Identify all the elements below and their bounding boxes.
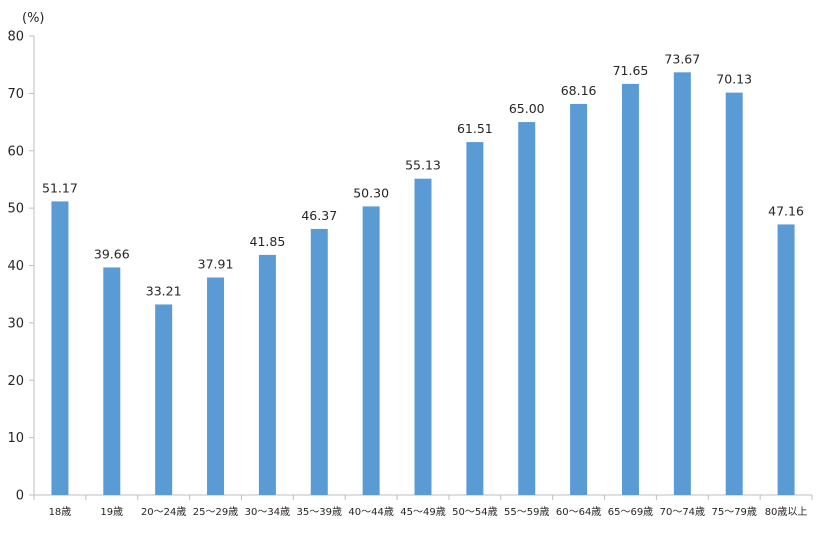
data-label: 68.16 — [561, 83, 597, 98]
data-label: 55.13 — [405, 158, 441, 173]
x-category-label: 20～24歳 — [141, 506, 186, 518]
data-label: 46.37 — [301, 208, 337, 223]
bar — [725, 92, 743, 496]
bar — [414, 178, 432, 495]
y-tick-label: 40 — [7, 259, 24, 274]
x-category-label: 35～39歳 — [297, 506, 342, 518]
bar — [570, 103, 588, 495]
y-tick-label: 70 — [7, 87, 24, 102]
bar — [310, 228, 328, 495]
data-label: 61.51 — [457, 121, 493, 136]
x-category-label: 60～64歳 — [556, 506, 601, 518]
bars — [51, 72, 795, 496]
data-label: 71.65 — [613, 63, 649, 78]
x-category-label: 50～54歳 — [452, 506, 497, 518]
y-tick-label: 10 — [7, 431, 24, 446]
data-label: 51.17 — [42, 180, 78, 195]
x-category-label: 25～29歳 — [193, 506, 238, 518]
bar — [518, 122, 536, 495]
bar — [103, 267, 121, 495]
bar — [362, 206, 380, 495]
x-category-label: 75～79歳 — [711, 506, 756, 518]
y-tick-label: 0 — [16, 489, 24, 504]
x-category-label: 40～44歳 — [348, 506, 393, 518]
y-tick-label: 50 — [7, 202, 24, 217]
labels: 0 10 20 30 40 50 60 70 80 51.17 18歳 39.66 19歳 33.21 20… — [7, 30, 807, 519]
x-category-label: 55～59歳 — [504, 506, 549, 518]
x-category-label: 45～49歳 — [400, 506, 445, 518]
data-label: 37.91 — [198, 256, 234, 271]
y-tick-label: 60 — [7, 144, 24, 159]
y-tick-label: 20 — [7, 374, 24, 389]
x-category-label: 19歳 — [100, 506, 123, 518]
data-label: 50.30 — [353, 185, 389, 200]
x-category-label: 30～34歳 — [245, 506, 290, 518]
bar — [207, 277, 225, 495]
y-axis-unit-label: (%) — [22, 11, 45, 26]
y-tick-label: 80 — [7, 30, 24, 45]
bar — [673, 72, 691, 496]
data-label: 39.66 — [94, 246, 130, 261]
x-category-label: 65～69歳 — [608, 506, 653, 518]
x-category-label: 70～74歳 — [660, 506, 705, 518]
bar — [466, 142, 484, 496]
bar — [258, 254, 276, 495]
y-tick-label: 30 — [7, 316, 24, 331]
bar — [155, 304, 173, 495]
bar — [621, 83, 639, 495]
x-category-label: 18歳 — [49, 506, 72, 518]
bar — [51, 201, 69, 496]
x-category-label: 80歳以上 — [765, 506, 808, 518]
data-label: 47.16 — [768, 203, 804, 218]
data-label: 73.67 — [664, 51, 700, 66]
data-label: 70.13 — [716, 72, 752, 87]
bar — [777, 224, 795, 495]
data-label: 41.85 — [250, 234, 286, 249]
data-label: 33.21 — [146, 283, 182, 298]
data-label: 65.00 — [509, 101, 545, 116]
